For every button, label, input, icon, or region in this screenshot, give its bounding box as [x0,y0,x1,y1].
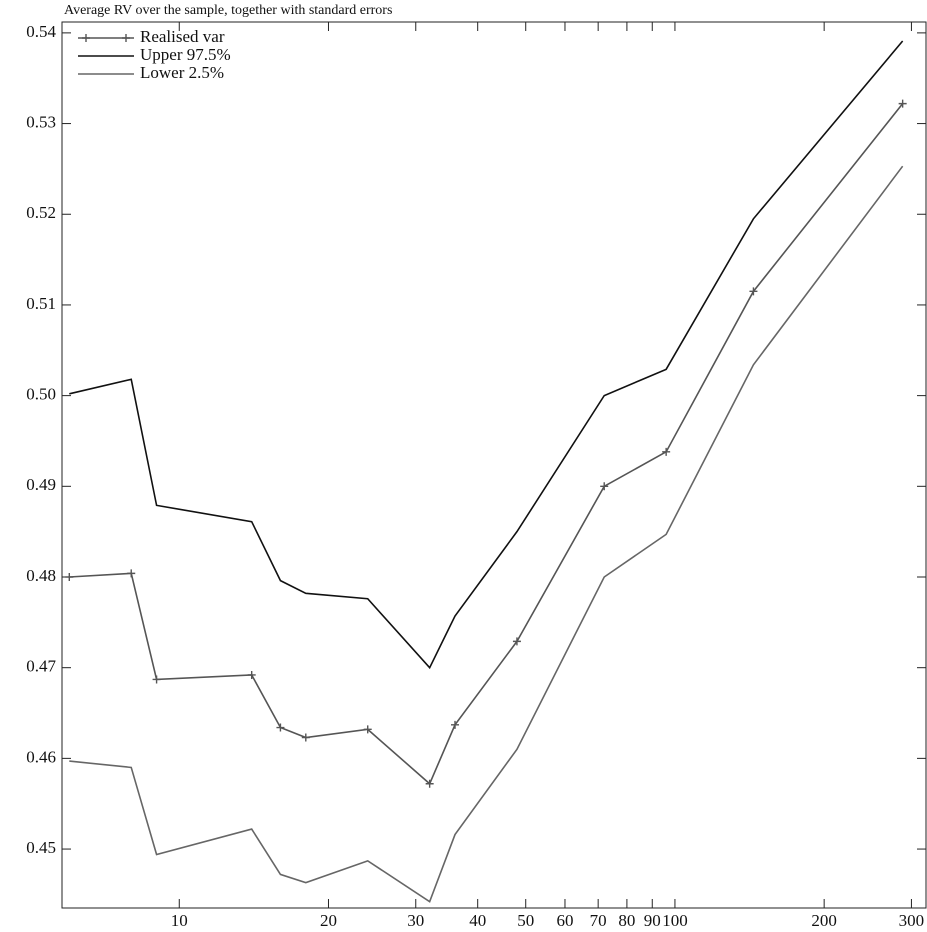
series-line [69,165,904,903]
x-tick-label: 60 [556,911,573,930]
x-tick-label: 40 [469,911,486,930]
series-line [69,103,904,786]
point-marker [65,572,74,581]
point-marker [425,779,434,788]
x-tick-label: 20 [320,911,337,930]
y-tick-label: 0.47 [26,657,56,676]
point-marker [276,723,285,732]
legend-label: Realised var [140,27,225,46]
legend-marker [82,34,90,42]
x-tick-label: 200 [811,911,837,930]
y-tick-label: 0.46 [26,747,56,766]
series-line [69,40,904,670]
point-marker [301,733,310,742]
legend-label: Lower 2.5% [140,63,224,82]
point-marker [600,482,609,491]
point-marker [152,675,161,684]
x-tick-label: 80 [618,911,635,930]
point-marker [127,569,136,578]
y-tick-label: 0.54 [26,22,56,41]
y-tick-label: 0.51 [26,294,56,313]
chart-title: Average RV over the sample, together wit… [64,3,392,18]
x-tick-label: 90 [644,911,661,930]
y-tick-label: 0.52 [26,203,56,222]
x-tick-label: 70 [590,911,607,930]
plot-frame [61,21,927,909]
y-tick-label: 0.48 [26,566,56,585]
y-tick-label: 0.49 [26,475,56,494]
y-tick-label: 0.50 [26,385,56,404]
point-marker [662,447,671,456]
x-tick-label: 30 [407,911,424,930]
x-tick-label: 50 [517,911,534,930]
legend-marker [122,34,130,42]
point-marker [451,720,460,729]
y-tick-label: 0.53 [26,112,56,131]
x-tick-label: 10 [171,911,188,930]
point-marker [898,99,907,108]
point-marker [363,725,372,734]
point-marker [749,287,758,296]
legend-label: Upper 97.5% [140,45,231,64]
point-marker [512,637,521,646]
x-tick-label: 100 [662,911,688,930]
point-marker [247,670,256,679]
y-tick-label: 0.45 [26,838,56,857]
x-tick-label: 300 [899,911,925,930]
